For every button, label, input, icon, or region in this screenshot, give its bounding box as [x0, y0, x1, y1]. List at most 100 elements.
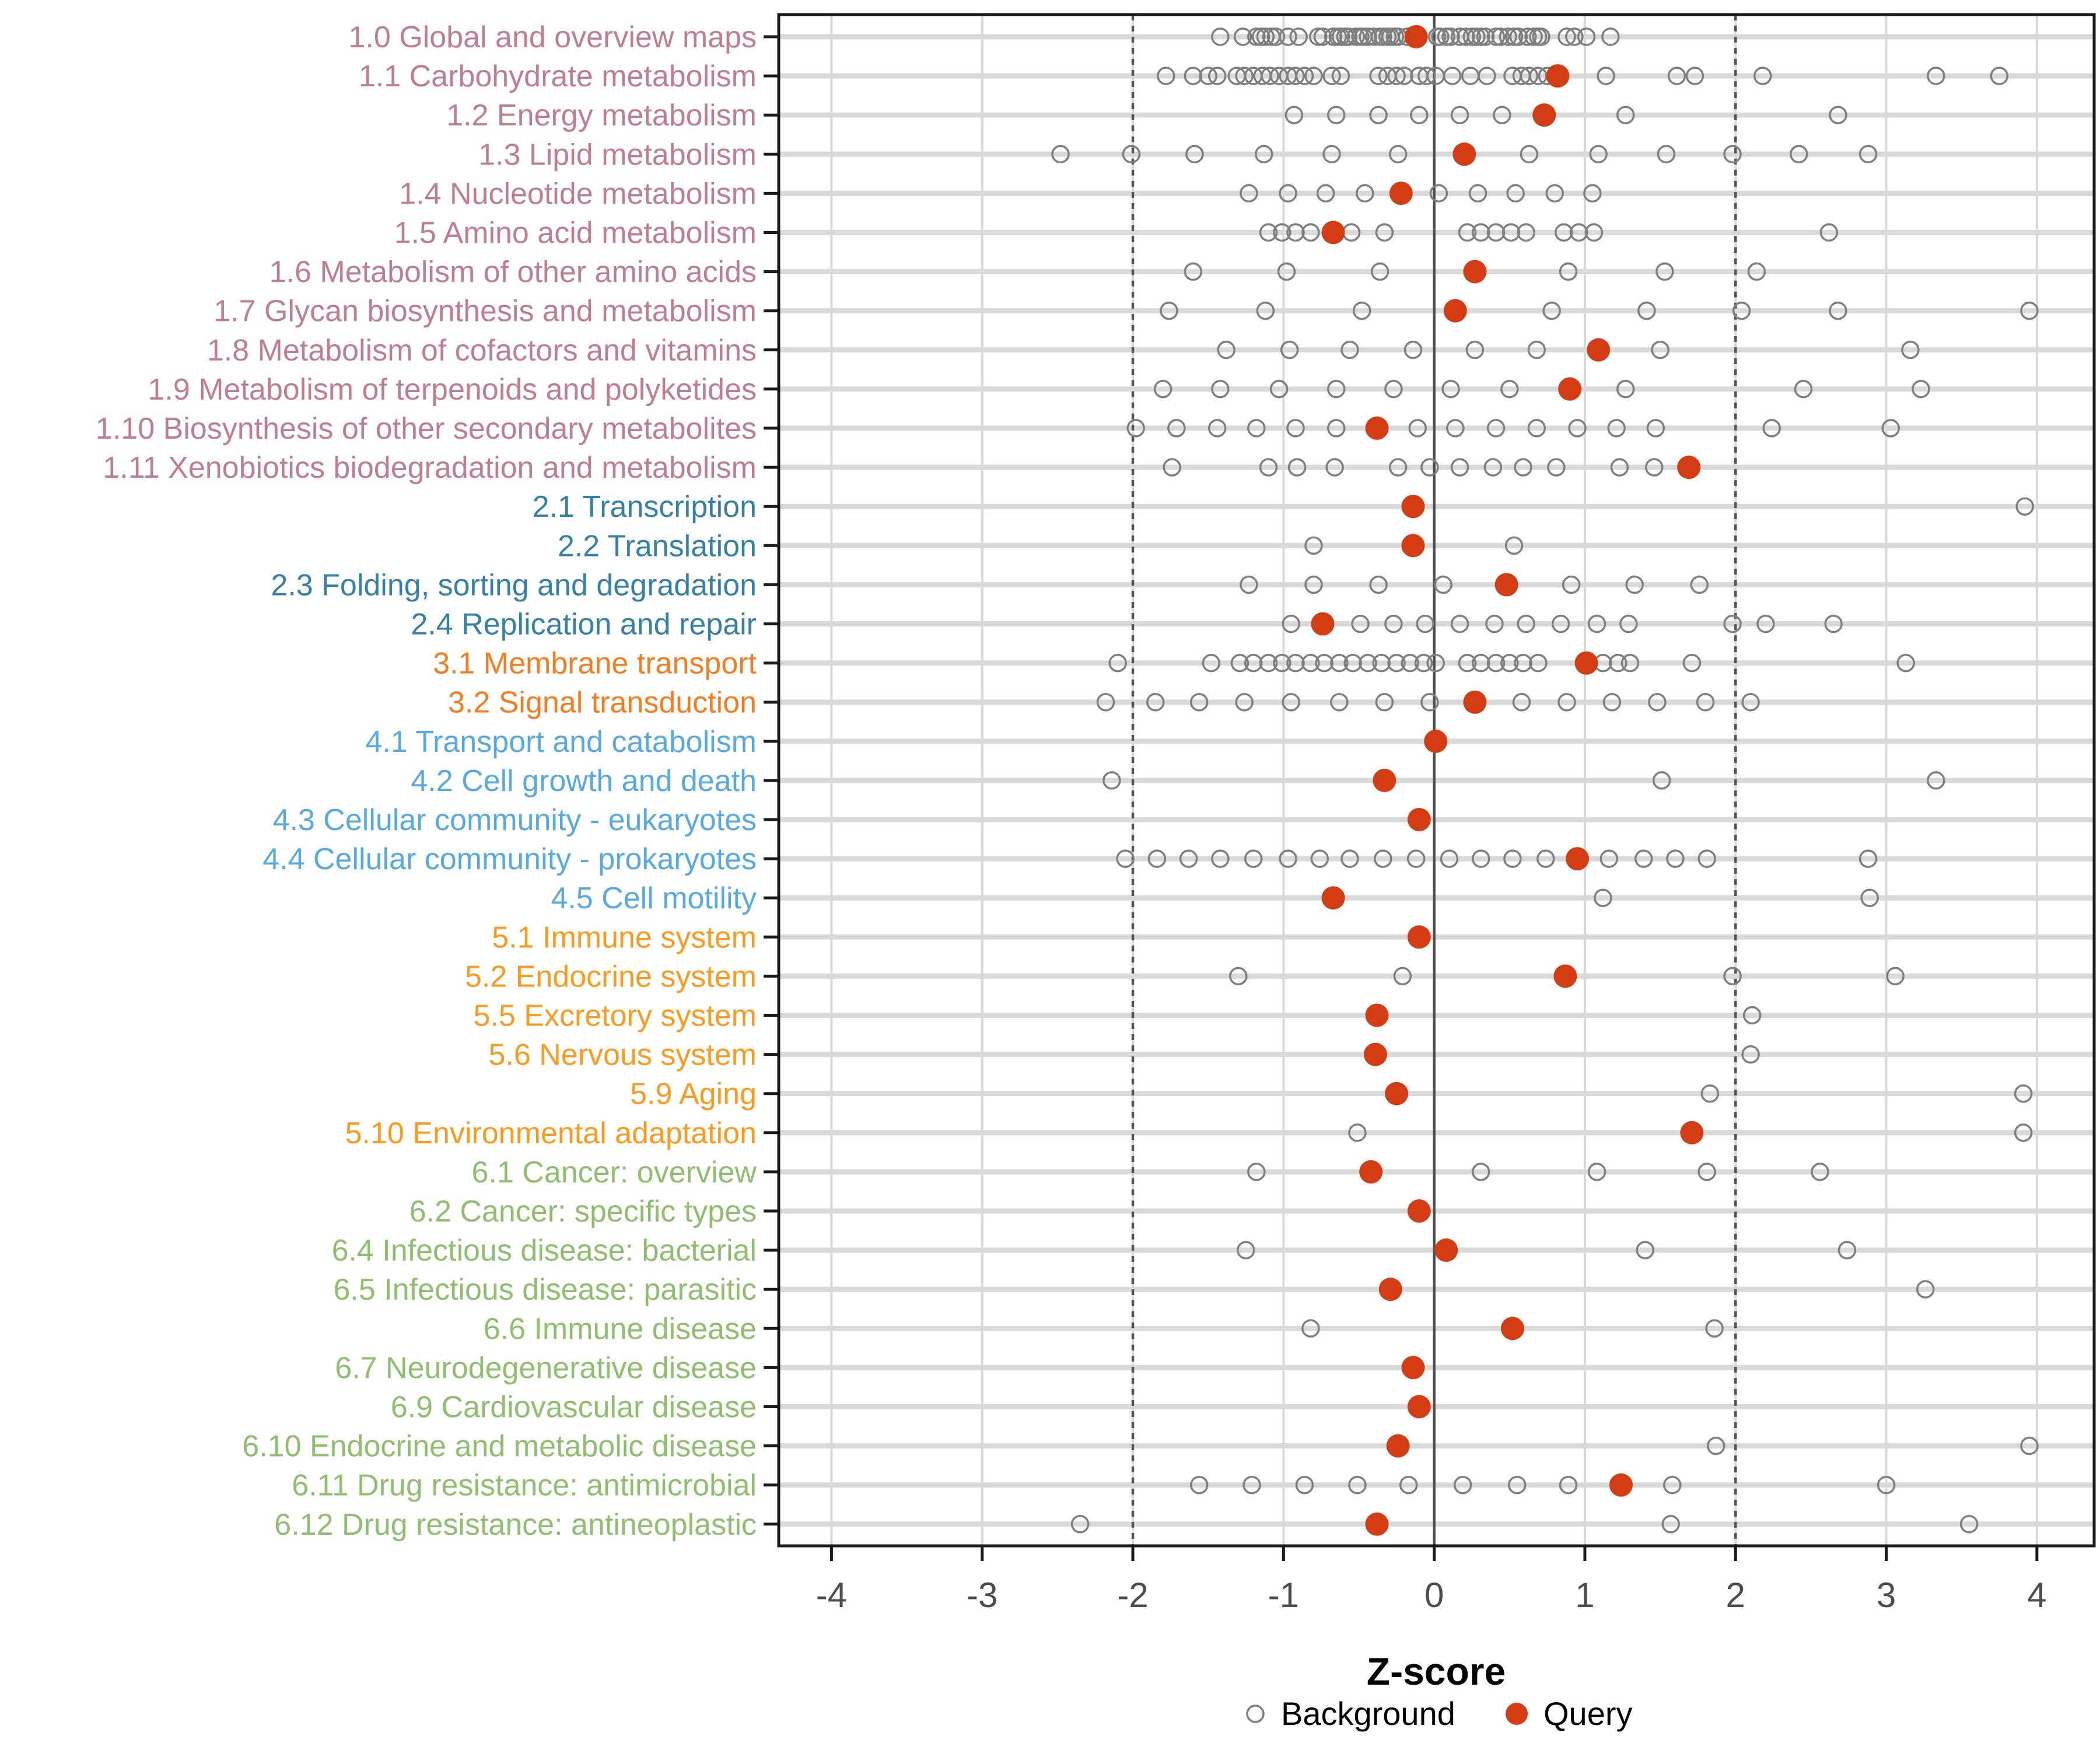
query-point — [1373, 768, 1396, 792]
background-point — [1486, 653, 1506, 673]
x-tick-label: 4 — [2027, 1576, 2046, 1615]
background-point — [1536, 849, 1555, 868]
row-label: 1.0 Global and overview maps — [349, 20, 757, 54]
background-point — [1927, 66, 1945, 85]
background-point — [1247, 419, 1266, 438]
query-point — [1401, 1356, 1425, 1380]
background-point — [1747, 262, 1766, 281]
background-point — [1437, 27, 1456, 46]
strip-row — [1051, 142, 1878, 166]
background-point — [1558, 692, 1576, 712]
strip-row — [1102, 768, 1945, 792]
background-point — [1185, 145, 1204, 164]
background-point — [1756, 614, 1775, 634]
row-label: 6.7 Neurodegenerative disease — [335, 1351, 757, 1385]
background-point — [1375, 223, 1394, 242]
background-point — [1471, 27, 1490, 46]
background-point — [1478, 66, 1496, 85]
background-point — [1514, 458, 1532, 477]
background-point — [1441, 380, 1460, 398]
background-point — [1568, 419, 1587, 438]
background-point — [1485, 614, 1504, 634]
strip-row — [1259, 220, 1839, 244]
background-point — [1420, 692, 1439, 712]
row-label: 1.5 Amino acid metabolism — [394, 216, 757, 250]
background-point — [1504, 27, 1524, 46]
background-point — [1881, 419, 1901, 438]
background-point — [1322, 145, 1341, 164]
background-point — [1261, 66, 1279, 85]
background-point — [1330, 653, 1349, 673]
background-point — [1326, 380, 1346, 398]
row-label: 1.6 Metabolism of other amino acids — [270, 256, 757, 289]
row-label: 4.3 Cellular community - eukaryotes — [273, 803, 757, 837]
background-point — [1388, 458, 1408, 477]
background-point — [1661, 1515, 1680, 1534]
background-point — [1819, 223, 1839, 242]
background-point — [1348, 1475, 1367, 1494]
query-point — [1677, 456, 1701, 480]
row-label: 5.6 Nervous system — [489, 1038, 757, 1072]
query-point — [1407, 808, 1431, 831]
strip-row — [1240, 181, 1602, 205]
background-point — [1429, 184, 1448, 203]
background-point — [1282, 614, 1300, 634]
background-point — [1506, 184, 1525, 203]
background-point — [1471, 1163, 1490, 1181]
background-point — [1499, 27, 1517, 46]
strip-row — [1321, 886, 1879, 910]
background-point — [1233, 27, 1252, 46]
row-label: 6.12 Drug resistance: antineoplastic — [274, 1508, 757, 1542]
background-point — [1356, 184, 1374, 203]
background-point — [1860, 888, 1879, 907]
query-point — [1378, 1278, 1402, 1301]
strip-row — [1108, 651, 1915, 675]
background-point — [1636, 1241, 1655, 1259]
background-point — [1388, 145, 1408, 164]
background-point — [1637, 301, 1656, 320]
background-point — [1468, 184, 1488, 203]
background-point — [1698, 849, 1716, 868]
reference-lines — [1131, 15, 1737, 1546]
strip-row — [1301, 1317, 1724, 1340]
background-point — [1601, 27, 1620, 46]
row-label: 5.5 Excretory system — [474, 999, 757, 1033]
background-point — [2015, 497, 2034, 516]
background-point — [1616, 106, 1635, 124]
background-point — [1646, 419, 1665, 438]
background-point — [1340, 341, 1359, 359]
background-point — [1569, 223, 1588, 242]
query-point — [1311, 612, 1335, 636]
background-point — [1352, 301, 1371, 320]
row-label: 3.2 Signal transduction — [448, 686, 757, 720]
x-tick-label: 0 — [1424, 1576, 1444, 1615]
background-point — [1527, 341, 1546, 359]
background-point — [1600, 849, 1619, 868]
row-label: 6.11 Drug resistance: antimicrobial — [292, 1469, 757, 1503]
background-point — [1070, 1515, 1090, 1534]
background-point — [1551, 614, 1570, 634]
background-point — [1244, 653, 1263, 673]
background-point — [1240, 575, 1258, 594]
background-point — [1651, 341, 1670, 359]
background-point — [1500, 653, 1519, 673]
strip-row — [1365, 1003, 1762, 1027]
background-point — [1565, 27, 1584, 46]
background-point — [1509, 27, 1528, 46]
background-point — [1116, 849, 1135, 868]
query-point — [1321, 220, 1345, 244]
row-label: 2.4 Replication and repair — [411, 608, 757, 642]
background-point — [1685, 66, 1704, 85]
background-point — [1348, 1124, 1367, 1142]
query-point — [1553, 964, 1577, 988]
background-point — [1301, 653, 1320, 673]
legend-label-background: Background — [1281, 1695, 1455, 1732]
background-point — [2020, 1436, 2039, 1455]
background-point — [1420, 458, 1439, 477]
background-point — [1434, 575, 1452, 594]
background-point — [1645, 458, 1664, 477]
background-point — [1211, 380, 1230, 398]
row-label: 2.2 Translation — [558, 529, 757, 563]
strip-row — [1236, 1238, 1857, 1262]
